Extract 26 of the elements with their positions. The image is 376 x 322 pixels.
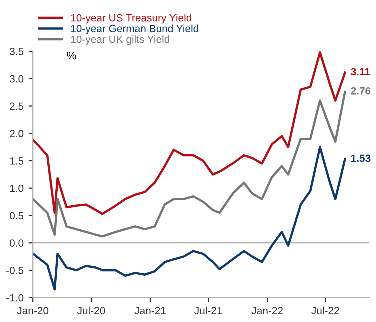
- line-series: [33, 90, 346, 238]
- x-tick-label: Jul-22: [312, 306, 340, 315]
- x-tick-label: Jan-21: [134, 307, 166, 315]
- y-tick-label: 3.0: [10, 75, 24, 83]
- legend-label: 10-year US Treasury Yield: [71, 14, 192, 24]
- x-tick-label: Jul-20: [77, 306, 106, 315]
- y-tick-label: 0.0: [10, 240, 24, 247]
- x-tick-label: Jan-20: [17, 307, 49, 315]
- y-tick-label: 3.5: [10, 48, 24, 56]
- y-tick-label: 2.0: [10, 130, 24, 138]
- line-series: [33, 146, 346, 291]
- y-tick-label: 0.5: [10, 212, 24, 220]
- y-tick-label: 2.5: [10, 102, 24, 110]
- legend-label: 10-year German Bund Yield: [71, 24, 198, 35]
- legend-label: 10-year UK gilts Yield: [71, 36, 170, 46]
- annotation: 2.76: [351, 87, 371, 95]
- annotation: 3.11: [351, 68, 370, 76]
- annotation: 1.53: [351, 154, 371, 162]
- line-series: [33, 52, 346, 216]
- x-tick-label: Jan-22: [252, 307, 283, 315]
- x-tick-label: Jul-21: [194, 306, 222, 315]
- y-tick-label: -1.0: [6, 294, 24, 302]
- y-tick-label: 1.5: [10, 158, 24, 165]
- y-axis-title: %: [67, 52, 76, 60]
- y-tick-label: 1.0: [10, 184, 24, 192]
- y-tick-label: -0.5: [6, 266, 24, 274]
